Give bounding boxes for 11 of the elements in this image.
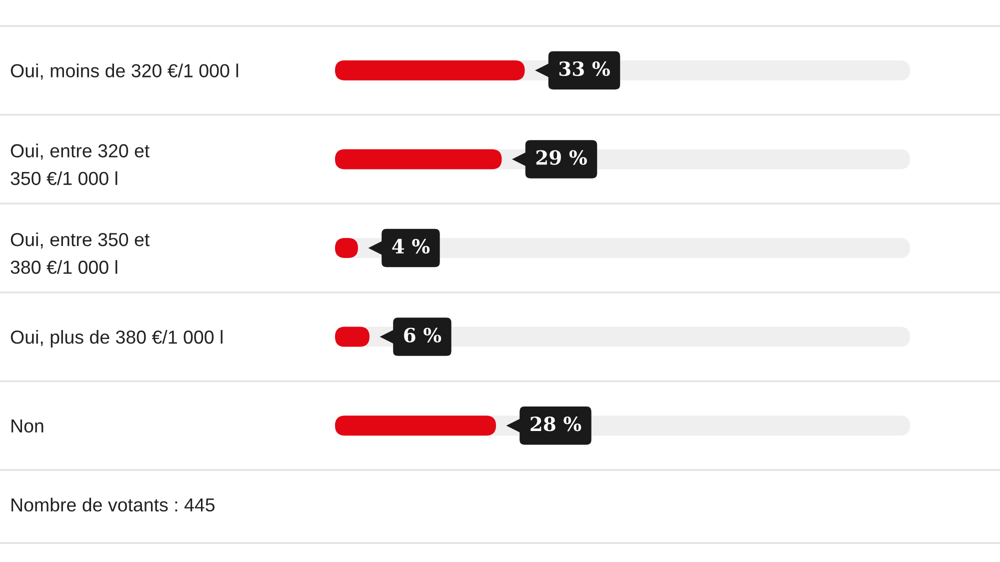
data-label: 33 % xyxy=(559,61,610,76)
text: Nombre de votants : 445 xyxy=(12,498,215,512)
y-tick-label: Oui, moins de 320 €/1 000 l xyxy=(10,64,238,80)
data-label: 29 % xyxy=(536,150,587,165)
y-tick-label: Non xyxy=(12,419,44,433)
y-tick-label: Oui, entre 350 et 380 €/1 000 l xyxy=(10,232,150,274)
data-label: 6 % xyxy=(404,328,442,342)
data-label: 4 % xyxy=(392,238,430,254)
y-tick-label: Oui, entre 320 et 350 €/1 000 l xyxy=(10,144,150,186)
data-label: 28 % xyxy=(530,416,582,432)
y-tick-label: Oui, plus de 380 €/1 000 l xyxy=(10,330,222,348)
